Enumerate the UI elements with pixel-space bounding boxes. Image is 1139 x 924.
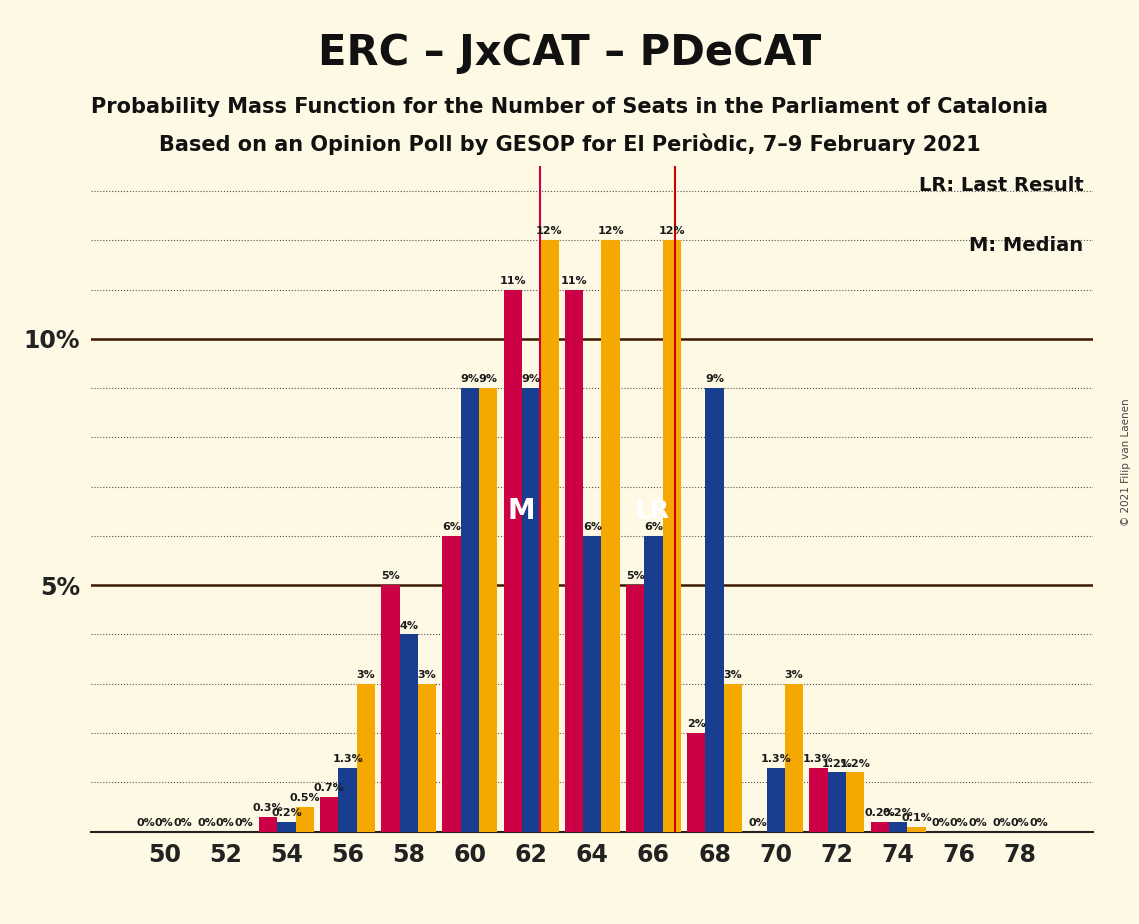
Text: Based on an Opinion Poll by GESOP for El Periòdic, 7–9 February 2021: Based on an Opinion Poll by GESOP for El… <box>158 134 981 155</box>
Text: 12%: 12% <box>658 226 685 237</box>
Text: 11%: 11% <box>560 275 588 286</box>
Text: 9%: 9% <box>522 374 541 384</box>
Bar <box>382 585 400 832</box>
Bar <box>846 772 865 832</box>
Text: 6%: 6% <box>442 522 461 532</box>
Text: 3%: 3% <box>723 670 743 680</box>
Text: 5%: 5% <box>382 571 400 581</box>
Text: Probability Mass Function for the Number of Seats in the Parliament of Catalonia: Probability Mass Function for the Number… <box>91 97 1048 117</box>
Bar <box>400 635 418 832</box>
Text: 0.5%: 0.5% <box>289 793 320 803</box>
Text: 1.2%: 1.2% <box>839 759 870 769</box>
Bar <box>503 289 522 832</box>
Text: © 2021 Filip van Laenen: © 2021 Filip van Laenen <box>1121 398 1131 526</box>
Text: M: Median: M: Median <box>969 237 1083 255</box>
Text: 0.2%: 0.2% <box>865 808 895 818</box>
Bar <box>888 821 908 832</box>
Text: 12%: 12% <box>597 226 624 237</box>
Bar <box>277 821 296 832</box>
Bar <box>442 536 461 832</box>
Text: 3%: 3% <box>785 670 803 680</box>
Bar <box>785 684 803 832</box>
Text: 9%: 9% <box>705 374 724 384</box>
Text: 0%: 0% <box>235 818 253 828</box>
Bar <box>259 817 277 832</box>
Text: 0%: 0% <box>155 818 173 828</box>
Text: 0.3%: 0.3% <box>253 803 284 813</box>
Text: 0.1%: 0.1% <box>901 813 932 822</box>
Bar <box>357 684 375 832</box>
Text: 6%: 6% <box>644 522 663 532</box>
Bar <box>296 807 314 832</box>
Bar <box>522 388 540 832</box>
Text: 4%: 4% <box>400 621 418 630</box>
Bar <box>320 797 338 832</box>
Text: 0.2%: 0.2% <box>271 808 302 818</box>
Text: 0%: 0% <box>993 818 1011 828</box>
Bar <box>480 388 498 832</box>
Text: 0.7%: 0.7% <box>314 784 345 793</box>
Bar <box>723 684 743 832</box>
Text: 12%: 12% <box>536 226 563 237</box>
Bar <box>626 585 645 832</box>
Text: 0.2%: 0.2% <box>883 808 913 818</box>
Text: 0%: 0% <box>1030 818 1048 828</box>
Bar <box>338 768 357 832</box>
Text: 1.2%: 1.2% <box>821 759 852 769</box>
Bar <box>663 240 681 832</box>
Text: 9%: 9% <box>460 374 480 384</box>
Text: 9%: 9% <box>478 374 498 384</box>
Text: 0%: 0% <box>748 818 767 828</box>
Bar <box>705 388 723 832</box>
Text: 0%: 0% <box>932 818 950 828</box>
Text: 5%: 5% <box>625 571 645 581</box>
Text: 0%: 0% <box>216 818 235 828</box>
Text: 1.3%: 1.3% <box>803 754 834 763</box>
Text: 3%: 3% <box>418 670 436 680</box>
Bar <box>461 388 480 832</box>
Text: 0%: 0% <box>198 818 216 828</box>
Text: 0%: 0% <box>173 818 191 828</box>
Text: 3%: 3% <box>357 670 376 680</box>
Text: LR: Last Result: LR: Last Result <box>919 176 1083 195</box>
Text: ERC – JxCAT – PDeCAT: ERC – JxCAT – PDeCAT <box>318 32 821 74</box>
Text: 0%: 0% <box>137 818 155 828</box>
Text: 2%: 2% <box>687 719 706 729</box>
Bar <box>540 240 558 832</box>
Text: 6%: 6% <box>583 522 601 532</box>
Text: LR: LR <box>634 499 670 523</box>
Bar <box>583 536 601 832</box>
Bar <box>565 289 583 832</box>
Bar <box>810 768 828 832</box>
Text: 0%: 0% <box>950 818 968 828</box>
Text: 11%: 11% <box>500 275 526 286</box>
Bar <box>645 536 663 832</box>
Text: 1.3%: 1.3% <box>761 754 792 763</box>
Bar <box>828 772 846 832</box>
Bar <box>767 768 785 832</box>
Bar <box>870 821 888 832</box>
Bar <box>908 827 926 832</box>
Bar <box>687 733 705 832</box>
Text: M: M <box>508 497 535 525</box>
Text: 1.3%: 1.3% <box>333 754 363 763</box>
Bar <box>418 684 436 832</box>
Bar <box>601 240 620 832</box>
Text: 0%: 0% <box>968 818 986 828</box>
Text: 0%: 0% <box>1011 818 1030 828</box>
